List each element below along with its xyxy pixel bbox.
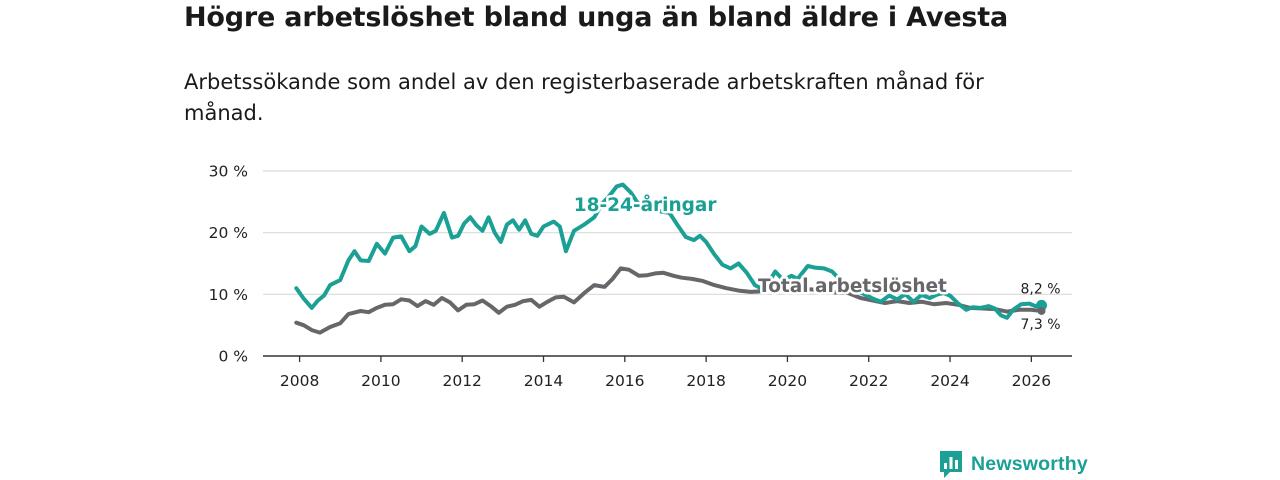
- x-tick-label: 2026: [1012, 372, 1051, 390]
- x-tick-label: 2022: [849, 372, 888, 390]
- series-line-total: [294, 266, 1044, 335]
- y-tick-label: 20 %: [209, 224, 248, 242]
- end-marker-total: [1037, 306, 1046, 315]
- end-label-youth: 8,2 %: [1020, 281, 1060, 297]
- chart-subtitle: Arbetssökande som andel av den registerb…: [184, 70, 984, 125]
- y-tick-label: 0 %: [218, 348, 248, 366]
- annotation-youth: 18-24-åringar: [574, 194, 718, 216]
- newsworthy-logo[interactable]: Newsworthy: [938, 448, 1088, 480]
- x-tick-label: 2018: [686, 372, 725, 390]
- bar-chart-logo-icon: [940, 451, 962, 478]
- annotation-total: Total arbetslöshet: [758, 276, 947, 297]
- end-label-total: 7,3 %: [1020, 317, 1060, 333]
- series-lines: [294, 182, 1044, 335]
- x-tick-label: 2008: [280, 372, 319, 390]
- line-chart: 0 % 10 % 20 % 30 % 2008 2010 2012 2014 2016 2018 2…: [209, 163, 1072, 390]
- x-tick-label: 2010: [361, 372, 400, 390]
- series-labels: 18-24-åringar Total arbetslöshet 8,2 % 7,3 …: [571, 192, 1060, 333]
- brand-name: Newsworthy: [971, 452, 1088, 475]
- y-tick-label: 10 %: [209, 286, 248, 304]
- x-tick-label: 2020: [768, 372, 807, 390]
- x-tick-label: 2024: [930, 372, 969, 390]
- chart-title: Högre arbetslöshet bland unga än bland ä…: [184, 2, 1009, 33]
- y-tick-label: 30 %: [209, 163, 248, 181]
- x-tick-label: 2016: [605, 372, 644, 390]
- axes: 0 % 10 % 20 % 30 % 2008 2010 2012 2014 2016 2018 2…: [209, 163, 1072, 390]
- x-tick-label: 2014: [524, 372, 563, 390]
- series-line-youth: [294, 182, 1044, 320]
- x-tick-label: 2012: [442, 372, 481, 390]
